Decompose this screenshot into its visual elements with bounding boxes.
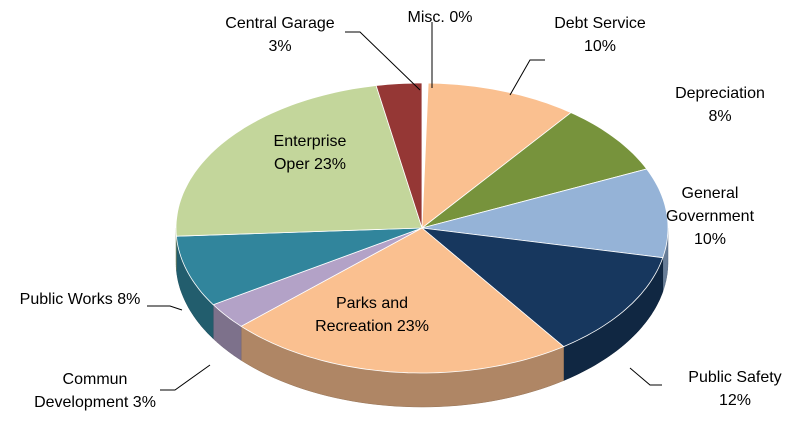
value-label: 8% [117, 291, 141, 308]
category-label: Parks and Recreation [315, 295, 409, 335]
slice-label: Parks and Recreation 23% [312, 292, 432, 338]
value-label: 8% [708, 108, 732, 125]
category-label: Central Garage [225, 15, 335, 32]
leader-line [509, 59, 545, 96]
slice [240, 227, 565, 374]
category-label: Public Safety [688, 369, 782, 386]
slice [375, 82, 423, 229]
value-label: 23% [314, 156, 347, 173]
slice [421, 82, 572, 229]
value-label: 12% [718, 392, 752, 409]
category-label: Debt Service [554, 15, 646, 32]
leader-line [160, 364, 211, 391]
slice-label: Misc. 0% [395, 6, 485, 29]
value-label: 10% [583, 38, 617, 55]
slice [420, 227, 664, 348]
slice [212, 227, 423, 327]
slice-label: Public Safety 12% [680, 366, 790, 412]
slice [175, 85, 423, 237]
category-label: Enterprise Oper [273, 133, 347, 173]
slice-label: Debt Service 10% [545, 12, 655, 58]
slice-label: Enterprise Oper 23% [255, 130, 365, 176]
pie-tops [175, 82, 669, 374]
slice-label: General Government 10% [650, 182, 770, 251]
category-label: Public Works [19, 291, 113, 308]
value-label: 3% [132, 394, 156, 411]
value-label: 23% [396, 318, 429, 335]
category-label: Commun Development [34, 371, 129, 411]
slice-label: Commun Development 3% [30, 368, 160, 414]
leader-line [345, 31, 421, 91]
value-label: 3% [268, 38, 292, 55]
category-label: General Government [665, 185, 755, 225]
leader-lines [147, 22, 662, 391]
slice-label: Depreciation 8% [665, 82, 775, 128]
slice-label: Central Garage 3% [218, 12, 343, 58]
leader-line [147, 305, 183, 311]
category-label: Misc. [407, 9, 445, 26]
value-label: 10% [693, 231, 727, 248]
leader-line [629, 367, 662, 386]
slice-label: Public Works 8% [15, 288, 145, 311]
value-label: 0% [449, 9, 473, 26]
category-label: Depreciation [675, 85, 765, 102]
slice [175, 227, 423, 306]
slice [421, 112, 648, 229]
